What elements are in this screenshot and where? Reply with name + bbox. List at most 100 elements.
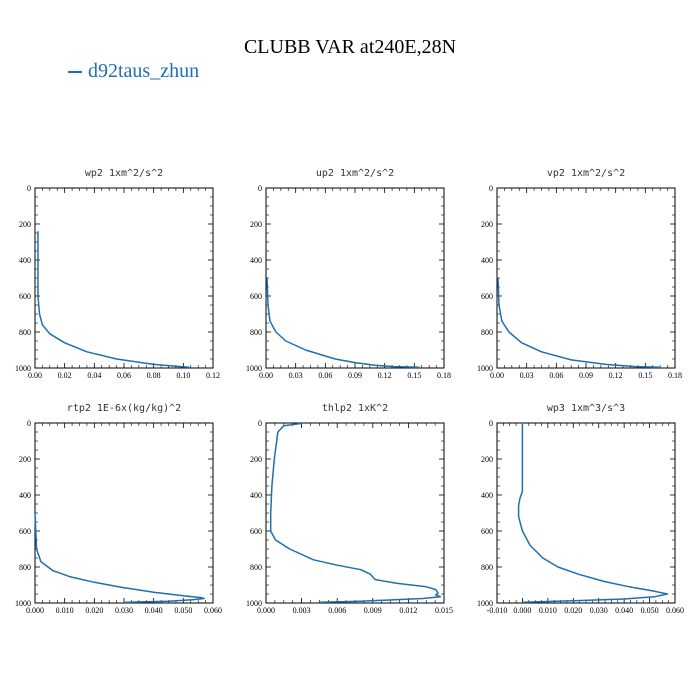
series-line: [517, 423, 669, 604]
x-tick-label: 0.030: [590, 606, 608, 615]
y-tick-label: 0: [489, 419, 493, 428]
x-tick-label: 0.15: [407, 371, 421, 380]
y-tick-label: 400: [481, 256, 493, 265]
x-tick-label: 0.060: [204, 606, 222, 615]
y-tick-label: 600: [19, 292, 31, 301]
y-tick-label: 800: [481, 328, 493, 337]
y-tick-label: 1000: [246, 599, 262, 608]
x-tick-label: 0.010: [56, 606, 74, 615]
panel-3: vp2 1xm^2/s^2 0.00 0.03 0.06 0.09 0.12 0.15 0.1…: [477, 168, 682, 380]
x-tick-label: 0.00: [259, 371, 273, 380]
y-tick-label: 800: [250, 563, 262, 572]
panel-title: up2 1xm^2/s^2: [316, 168, 394, 179]
y-tick-label: 200: [481, 455, 493, 464]
x-tick-label: 0.00: [28, 371, 42, 380]
x-tick-label: 0.003: [293, 606, 311, 615]
x-tick-label: 0.06: [117, 371, 131, 380]
panel-2: up2 1xm^2/s^2 0.00 0.03 0.06 0.09 0.12 0.15 0.1…: [246, 168, 451, 380]
x-tick-label: 0.12: [206, 371, 220, 380]
x-tick-label: 0.06: [318, 371, 332, 380]
y-tick-label: 200: [250, 455, 262, 464]
x-tick-label: 0.03: [520, 371, 534, 380]
y-tick-label: 400: [19, 256, 31, 265]
series-line: [37, 231, 190, 369]
panel-5: thlp2 1xK^2 0.000 0.003 0.006 0.009 0.012 0.01…: [246, 403, 453, 615]
x-tick-label: 0.15: [638, 371, 652, 380]
x-tick-label: 0.09: [579, 371, 593, 380]
x-tick-label: 0.050: [174, 606, 192, 615]
x-tick-label: 0.009: [364, 606, 382, 615]
x-tick-label: 0.015: [435, 606, 453, 615]
panel-title: vp2 1xm^2/s^2: [547, 168, 625, 179]
x-tick-label: 0.000: [513, 606, 531, 615]
x-tick-label: 0.09: [348, 371, 362, 380]
x-tick-label: 0.000: [26, 606, 44, 615]
y-tick-label: 1000: [15, 364, 31, 373]
y-tick-label: 0: [27, 419, 31, 428]
y-tick-label: 1000: [477, 364, 493, 373]
y-tick-label: 1000: [15, 599, 31, 608]
y-tick-label: 200: [481, 220, 493, 229]
y-tick-label: 1000: [477, 599, 493, 608]
x-tick-label: 0.012: [399, 606, 417, 615]
legend: d92taus_zhun: [68, 60, 199, 83]
x-tick-label: 0.040: [615, 606, 633, 615]
x-tick-label: 0.04: [87, 371, 101, 380]
x-tick-label: 0.020: [564, 606, 582, 615]
y-tick-label: 800: [19, 328, 31, 337]
figure-title: CLUBB VAR at240E,28N: [243, 36, 457, 58]
x-tick-label: 0.18: [668, 371, 682, 380]
y-tick-label: 1000: [246, 364, 262, 373]
x-tick-label: 0.02: [58, 371, 72, 380]
panel-1: wp2 1xm^2/s^2 0.00 0.02 0.04 0.06 0.08 0.10 0.1…: [15, 168, 220, 380]
legend-swatch: [68, 71, 82, 74]
y-tick-label: 400: [250, 256, 262, 265]
x-tick-label: 0.10: [176, 371, 190, 380]
plot-frame: [265, 422, 445, 604]
plot-frame: [265, 187, 445, 369]
y-tick-label: 200: [19, 220, 31, 229]
y-tick-label: 600: [481, 292, 493, 301]
y-tick-label: 800: [250, 328, 262, 337]
panel-title: thlp2 1xK^2: [322, 403, 388, 414]
y-tick-label: 400: [481, 491, 493, 500]
plot-frame: [496, 187, 676, 369]
x-tick-label: 0.000: [257, 606, 275, 615]
y-tick-label: 400: [250, 491, 262, 500]
series-line: [497, 277, 661, 369]
x-tick-label: 0.06: [549, 371, 563, 380]
panel-title: wp2 1xm^2/s^2: [85, 168, 163, 179]
panel-4: rtp2 1E-6x(kg/kg)^2 0.000 0.010 0.020 0.030 0…: [15, 403, 222, 615]
x-tick-label: 0.006: [328, 606, 346, 615]
y-tick-label: 800: [481, 563, 493, 572]
panel-title: wp3 1xm^3/s^3: [547, 403, 625, 414]
x-tick-label: 0.060: [666, 606, 684, 615]
panel-title: rtp2 1E-6x(kg/kg)^2: [67, 403, 181, 414]
y-tick-label: 600: [19, 527, 31, 536]
series-line: [266, 277, 420, 369]
y-tick-label: 600: [250, 527, 262, 536]
plot-frame: [34, 422, 214, 604]
x-tick-label: 0.040: [145, 606, 163, 615]
y-tick-label: 400: [19, 491, 31, 500]
x-tick-label: 0.050: [641, 606, 659, 615]
x-tick-label: 0.00: [490, 371, 504, 380]
panel-6: wp3 1xm^3/s^3 -0.010 0.000 0.010 0.020 0.030 0…: [477, 403, 684, 615]
x-tick-label: 0.030: [115, 606, 133, 615]
x-tick-label: 0.010: [539, 606, 557, 615]
x-tick-label: -0.010: [487, 606, 508, 615]
x-tick-label: 0.18: [437, 371, 451, 380]
y-tick-label: 0: [489, 184, 493, 193]
y-tick-label: 0: [258, 184, 262, 193]
x-tick-label: 0.03: [289, 371, 303, 380]
y-tick-label: 200: [250, 220, 262, 229]
series-line: [34, 512, 205, 604]
y-tick-label: 0: [27, 184, 31, 193]
x-tick-label: 0.12: [609, 371, 623, 380]
legend-label: d92taus_zhun: [88, 60, 200, 82]
y-tick-label: 600: [481, 527, 493, 536]
series-line: [269, 422, 442, 604]
y-tick-label: 600: [250, 292, 262, 301]
